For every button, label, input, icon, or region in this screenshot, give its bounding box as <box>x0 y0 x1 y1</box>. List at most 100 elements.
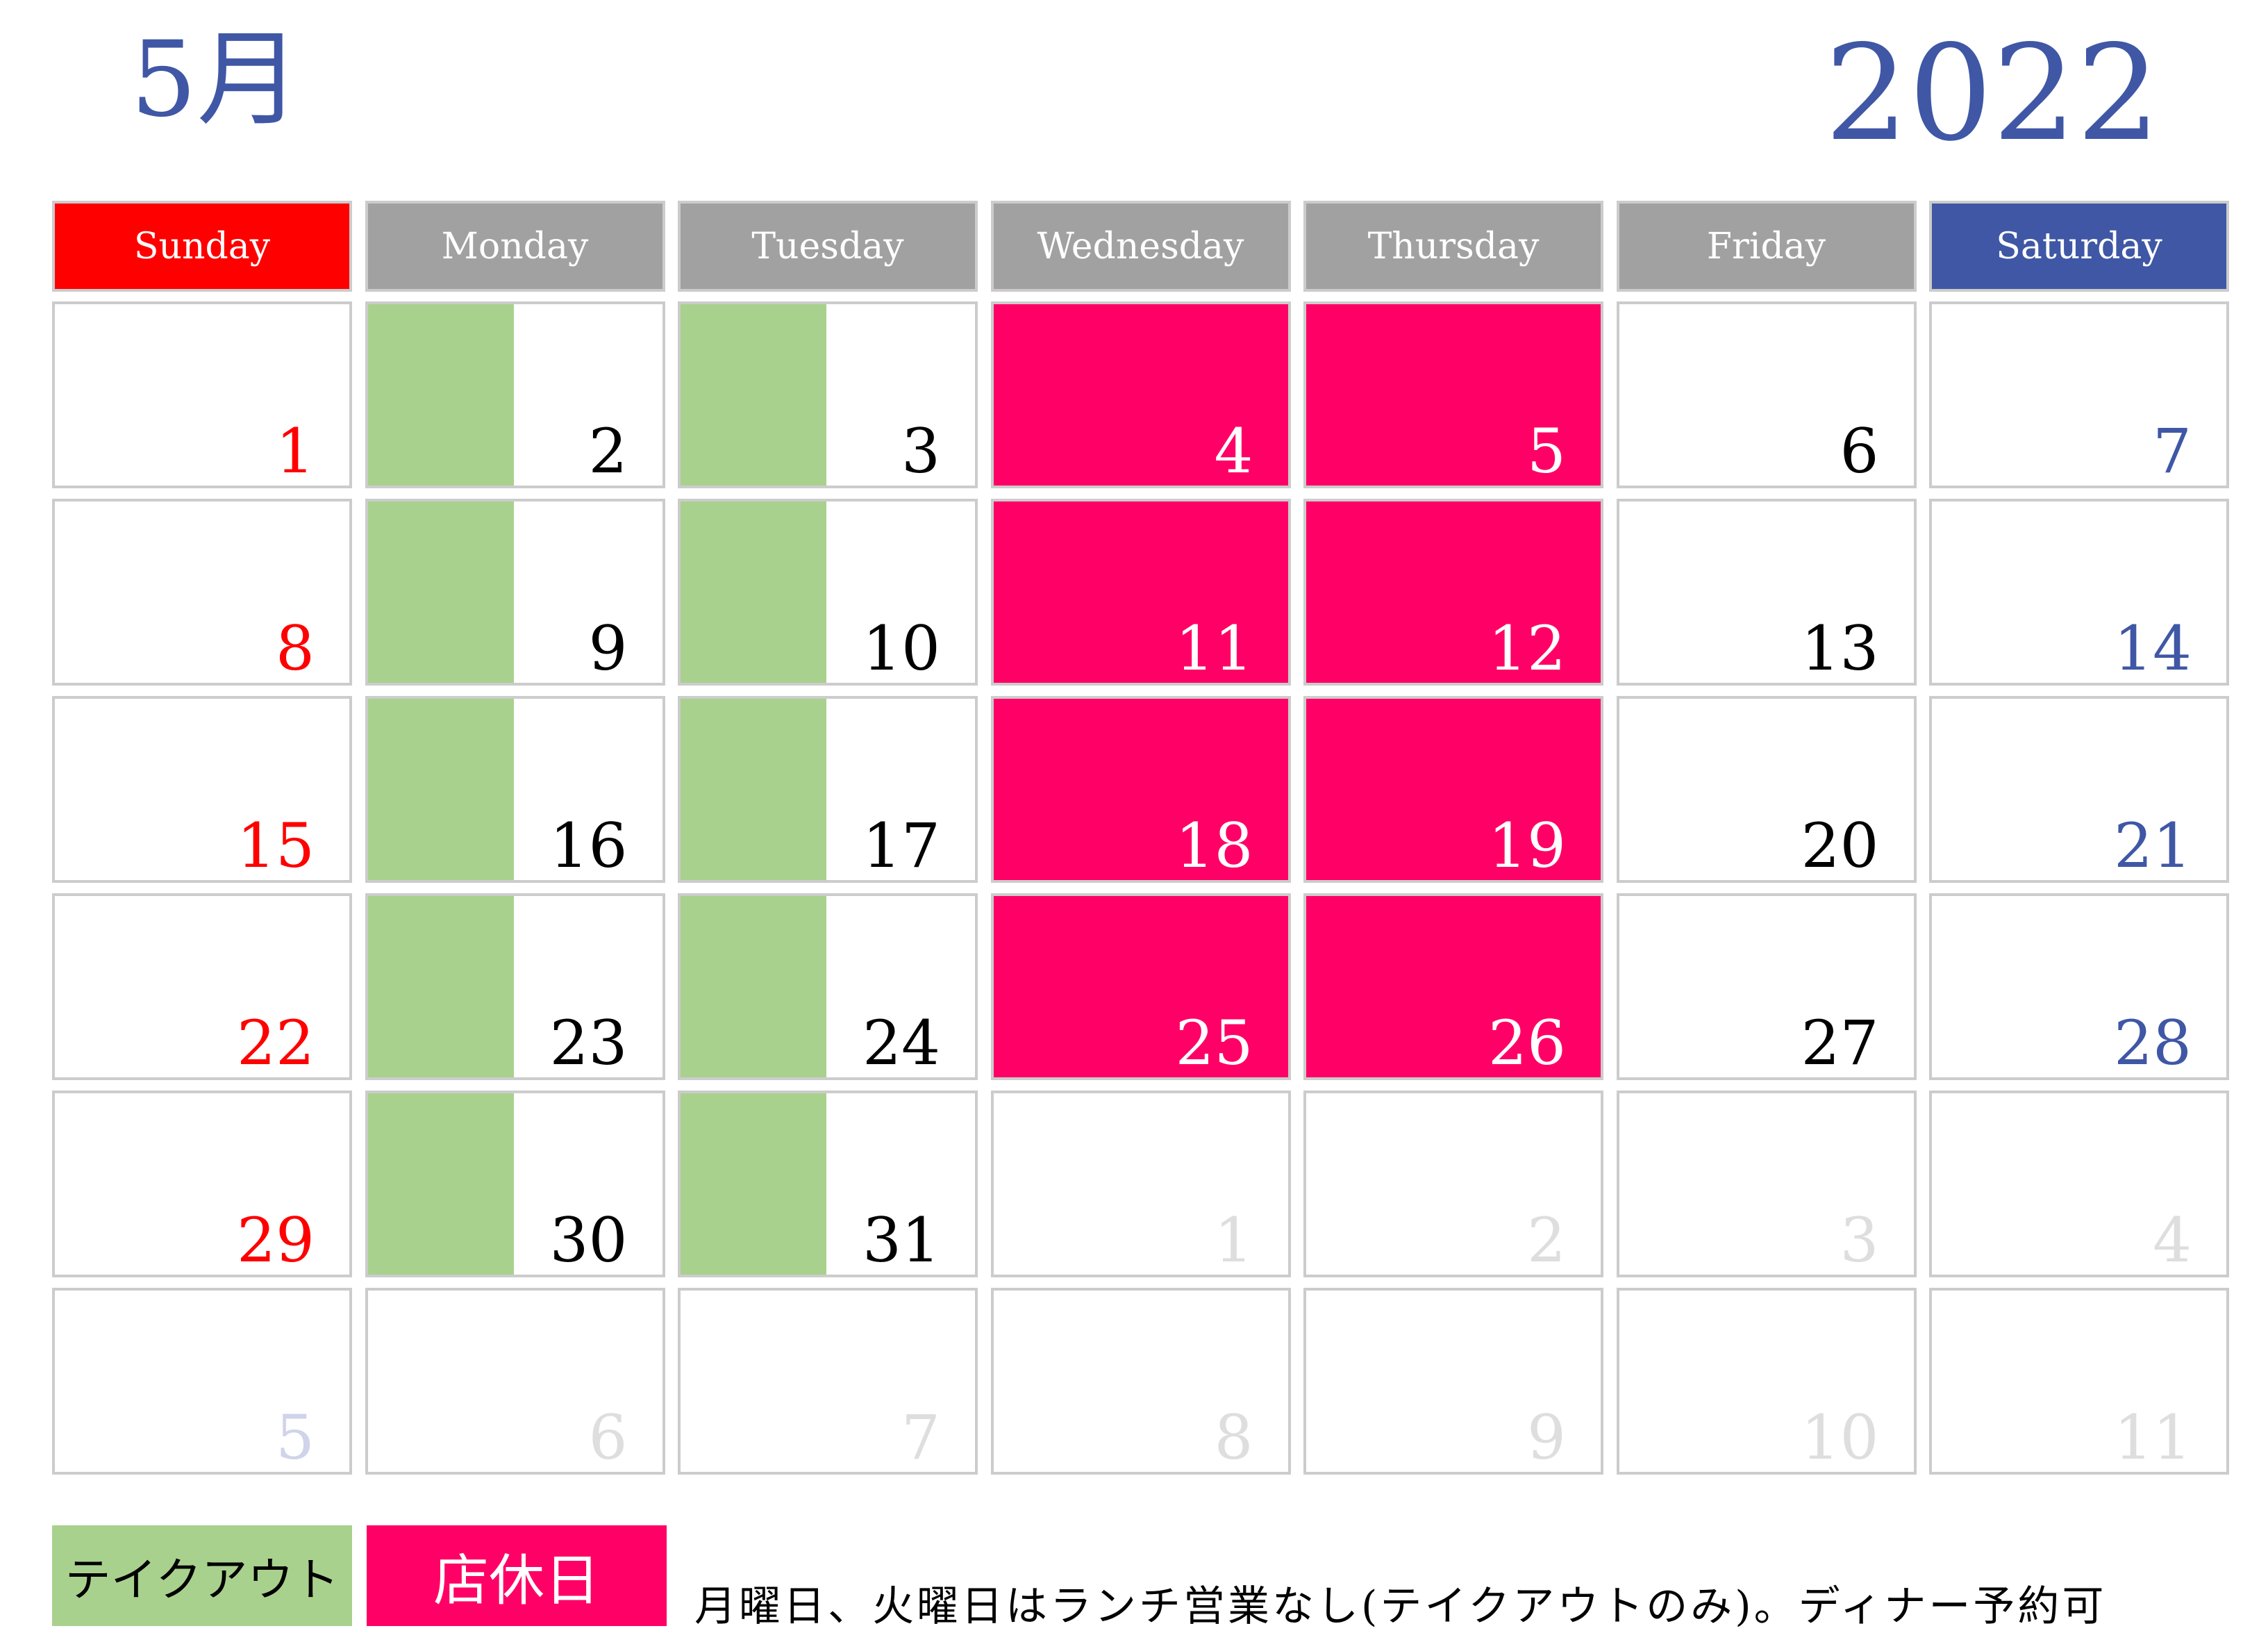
day-number: 18 <box>1175 810 1253 882</box>
takeout-marker <box>367 699 514 880</box>
day-cell: 27 <box>1616 893 1917 1080</box>
day-cell: 5 <box>52 1288 352 1475</box>
day-cell: 18 <box>990 696 1291 883</box>
day-cell: 30 <box>365 1091 665 1277</box>
legend-closed-day: 店休日 <box>367 1525 667 1626</box>
weekday-header-thursday: Thursday <box>1303 201 1603 292</box>
day-number: 10 <box>862 613 940 685</box>
day-number: 11 <box>1175 613 1253 685</box>
takeout-marker <box>367 304 514 486</box>
day-number: 8 <box>1214 1402 1253 1474</box>
day-cell: 12 <box>1303 499 1603 686</box>
day-number: 28 <box>2114 1007 2192 1079</box>
day-cell: 8 <box>52 499 352 686</box>
day-cell: 2 <box>1303 1091 1603 1277</box>
month-title: 5月 <box>131 19 301 140</box>
day-number: 4 <box>2153 1204 2192 1277</box>
weekday-header-row: Sunday Monday Tuesday Wednesday Thursday… <box>52 201 2229 292</box>
day-cell: 6 <box>365 1288 665 1475</box>
day-number: 15 <box>237 810 315 882</box>
takeout-marker <box>681 1093 826 1275</box>
day-cell: 6 <box>1616 301 1917 488</box>
day-number: 13 <box>1801 613 1879 685</box>
day-cell: 24 <box>678 893 978 1080</box>
day-cell: 2 <box>365 301 665 488</box>
day-cell: 31 <box>678 1091 978 1277</box>
day-number: 21 <box>2114 810 2192 882</box>
day-number: 1 <box>276 415 315 488</box>
weekday-header-saturday: Saturday <box>1929 201 2229 292</box>
day-number: 19 <box>1488 810 1566 882</box>
day-number: 30 <box>549 1204 628 1277</box>
weekday-header-wednesday: Wednesday <box>990 201 1291 292</box>
year-title: 2022 <box>1824 17 2160 170</box>
day-number: 24 <box>862 1007 940 1079</box>
day-cell: 10 <box>1616 1288 1917 1475</box>
day-number: 8 <box>276 613 315 685</box>
weekday-header-tuesday: Tuesday <box>678 201 978 292</box>
day-number: 3 <box>901 415 940 488</box>
day-cell: 15 <box>52 696 352 883</box>
weekday-header-monday: Monday <box>365 201 665 292</box>
day-number: 26 <box>1488 1007 1566 1079</box>
day-cell: 7 <box>1929 301 2229 488</box>
day-cell: 22 <box>52 893 352 1080</box>
day-number: 5 <box>276 1402 315 1474</box>
day-cell: 21 <box>1929 696 2229 883</box>
day-cell: 11 <box>990 499 1291 686</box>
weekday-header-friday: Friday <box>1616 201 1917 292</box>
day-cell: 1 <box>52 301 352 488</box>
day-number: 7 <box>901 1402 940 1474</box>
day-cell: 4 <box>1929 1091 2229 1277</box>
day-number: 10 <box>1801 1402 1879 1474</box>
day-cell: 23 <box>365 893 665 1080</box>
takeout-marker <box>367 1093 514 1275</box>
day-number: 12 <box>1488 613 1566 685</box>
day-cell: 20 <box>1616 696 1917 883</box>
day-number: 6 <box>588 1402 628 1474</box>
day-number: 25 <box>1175 1007 1253 1079</box>
weekday-header-sunday: Sunday <box>52 201 352 292</box>
day-number: 2 <box>1527 1204 1566 1277</box>
day-number: 23 <box>549 1007 628 1079</box>
day-cell: 9 <box>365 499 665 686</box>
day-number: 3 <box>1840 1204 1879 1277</box>
day-number: 27 <box>1801 1007 1879 1079</box>
day-number: 22 <box>237 1007 315 1079</box>
day-cell: 26 <box>1303 893 1603 1080</box>
day-number: 7 <box>2153 415 2192 488</box>
day-number: 29 <box>237 1204 315 1277</box>
day-cell: 28 <box>1929 893 2229 1080</box>
day-cell: 5 <box>1303 301 1603 488</box>
day-number: 11 <box>2114 1402 2192 1474</box>
day-number: 31 <box>862 1204 940 1277</box>
day-number: 9 <box>588 613 628 685</box>
day-cell: 19 <box>1303 696 1603 883</box>
day-number: 17 <box>862 810 940 882</box>
day-cell: 29 <box>52 1091 352 1277</box>
day-cell: 4 <box>990 301 1291 488</box>
takeout-marker <box>681 501 826 683</box>
day-cell: 11 <box>1929 1288 2229 1475</box>
day-cell: 17 <box>678 696 978 883</box>
legend-takeout: テイクアウト <box>52 1525 352 1626</box>
day-number: 6 <box>1840 415 1879 488</box>
takeout-marker <box>367 896 514 1077</box>
day-number: 4 <box>1214 415 1253 488</box>
day-cell: 8 <box>990 1288 1291 1475</box>
day-cell: 1 <box>990 1091 1291 1277</box>
day-number: 20 <box>1801 810 1879 882</box>
day-number: 5 <box>1527 415 1566 488</box>
day-number: 2 <box>588 415 628 488</box>
day-cell: 25 <box>990 893 1291 1080</box>
business-note: 月曜日、火曜日はランチ営業なし(テイクアウトのみ)。ディナー予約可 <box>694 1582 2107 1631</box>
day-cell: 3 <box>1616 1091 1917 1277</box>
day-cell: 9 <box>1303 1288 1603 1475</box>
day-cell: 7 <box>678 1288 978 1475</box>
day-number: 16 <box>549 810 628 882</box>
day-cell: 14 <box>1929 499 2229 686</box>
takeout-marker <box>367 501 514 683</box>
takeout-marker <box>681 896 826 1077</box>
day-cell: 13 <box>1616 499 1917 686</box>
day-cell: 10 <box>678 499 978 686</box>
